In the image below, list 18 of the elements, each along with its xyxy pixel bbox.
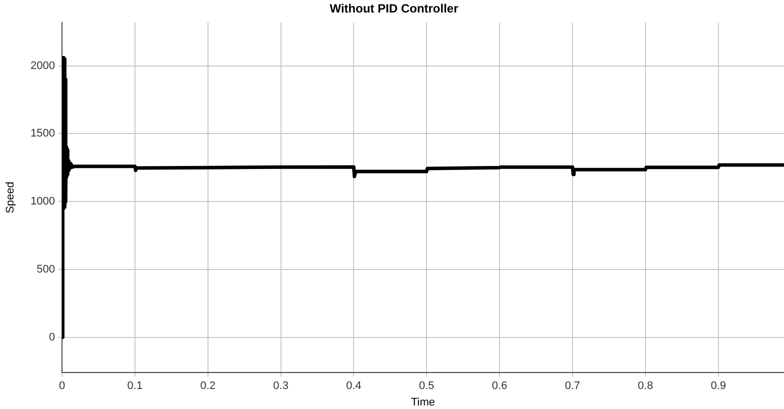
chart-title: Without PID Controller bbox=[330, 2, 459, 16]
x-axis-title: Time bbox=[410, 396, 436, 408]
x-tick-label: 0 bbox=[58, 380, 66, 392]
y-tick-label: 500 bbox=[36, 263, 55, 276]
y-tick-label: 1000 bbox=[30, 196, 55, 208]
x-tick-label: 0.7 bbox=[564, 380, 580, 392]
x-tick-label: 0.3 bbox=[273, 380, 288, 392]
x-tick-label: 0.1 bbox=[127, 380, 143, 392]
y-tick-label: 1500 bbox=[30, 128, 55, 140]
y-tick-label: 0 bbox=[48, 331, 55, 344]
x-tick-label: 0.6 bbox=[492, 380, 508, 392]
x-tick-label: 0.9 bbox=[710, 380, 726, 392]
x-tick-label: 0.2 bbox=[200, 380, 216, 392]
x-tick-label: 0.5 bbox=[419, 380, 434, 392]
x-tick-label: 0.8 bbox=[638, 380, 654, 392]
y-tick-label: 2000 bbox=[30, 60, 55, 72]
y-axis-title: Speed bbox=[4, 182, 17, 214]
x-tick-label: 0.4 bbox=[346, 380, 362, 392]
